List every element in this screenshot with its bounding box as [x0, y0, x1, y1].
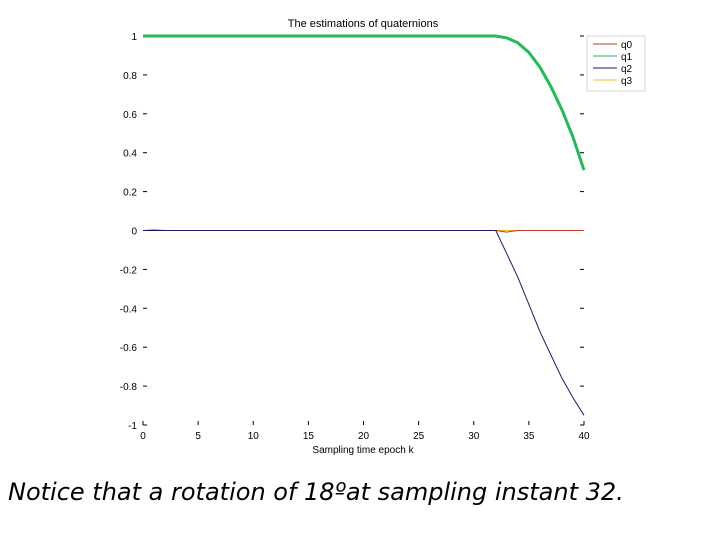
- legend-label-q0: q0: [621, 40, 633, 51]
- x-tick-label: 0: [140, 431, 146, 442]
- series-lines: [142, 34, 586, 416]
- y-tick-label: 0.2: [123, 188, 137, 199]
- y-tick-label: 0.6: [123, 110, 137, 121]
- x-tick-label: 5: [195, 431, 201, 442]
- x-tick-label: 10: [248, 431, 260, 442]
- quaternion-chart: The estimations of quaternions 1 0.8 0.6 0.…: [120, 18, 646, 456]
- legend-label-q3: q3: [621, 76, 633, 87]
- legend-label-q1: q1: [621, 52, 633, 63]
- y-tick-label: 1: [131, 32, 137, 43]
- x-tick-label: 25: [413, 431, 425, 442]
- series-line-q2: [143, 230, 585, 416]
- legend-box: [586, 35, 646, 92]
- caption-text: Notice that a rotation of 18ºat sampling…: [8, 478, 624, 506]
- x-tick-label: 15: [303, 431, 315, 442]
- x-tick-label: 35: [523, 431, 535, 442]
- axes: 10.80.60.40.20-0.2-0.4-0.6-0.8-10 5 10 15 20…: [120, 32, 590, 442]
- y-tick-label: -0.4: [120, 304, 138, 315]
- x-tick-label: 40: [578, 431, 590, 442]
- x-tick-label: 20: [358, 431, 370, 442]
- x-tick-label: 30: [468, 431, 480, 442]
- y-tick-label: 0.8: [123, 71, 137, 82]
- y-tick-label: -0.2: [120, 265, 138, 276]
- y-tick-label: -1: [128, 421, 137, 432]
- y-tick-label: 0.4: [123, 149, 137, 160]
- legend-label-q2: q2: [621, 64, 633, 75]
- y-tick-label: 0: [131, 227, 137, 238]
- x-axis-label: Sampling time epoch k: [312, 445, 414, 456]
- chart-title: The estimations of quaternions: [288, 18, 439, 30]
- y-tick-label: -0.8: [120, 382, 138, 393]
- series-line-q1: [143, 34, 586, 171]
- y-tick-label: -0.6: [120, 343, 138, 354]
